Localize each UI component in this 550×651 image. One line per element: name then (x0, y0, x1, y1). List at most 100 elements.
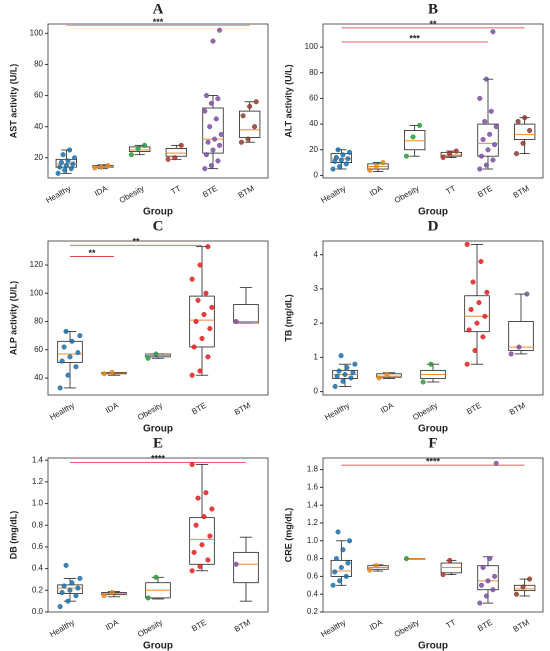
y-tick-label: 40 (34, 373, 43, 382)
data-point (191, 549, 197, 555)
data-point (483, 162, 489, 168)
data-point (195, 495, 201, 501)
data-point (472, 347, 478, 354)
panel-title: C (153, 218, 164, 234)
data-point (490, 157, 496, 163)
data-point (343, 161, 349, 167)
data-point (447, 557, 453, 563)
data-point (468, 306, 474, 312)
data-point (207, 124, 213, 130)
data-point (447, 151, 453, 157)
x-tick-label: IDA (368, 183, 385, 198)
data-point (75, 585, 81, 591)
data-point (205, 244, 211, 250)
data-point (208, 163, 214, 169)
data-point (345, 560, 351, 566)
data-point (57, 164, 63, 170)
data-point (58, 159, 64, 165)
data-point (334, 373, 340, 379)
data-point (62, 167, 68, 173)
data-point (428, 361, 434, 367)
data-point (440, 572, 446, 578)
data-point (515, 118, 521, 125)
data-point (199, 542, 205, 548)
data-point (482, 118, 488, 125)
data-point (101, 593, 107, 599)
data-point (332, 569, 338, 575)
data-point (524, 291, 530, 297)
y-axis-label: DB (mg/dL) (8, 511, 18, 560)
data-point (189, 568, 195, 574)
y-tick-label: 60 (34, 345, 43, 354)
data-point (210, 147, 216, 153)
data-point (165, 156, 171, 162)
x-tick-label: Healthy (48, 618, 76, 639)
data-point (178, 142, 184, 148)
data-point (490, 29, 496, 35)
data-point (333, 556, 339, 562)
data-point (337, 578, 343, 584)
box (514, 123, 536, 140)
y-tick-label: 100 (30, 28, 44, 37)
data-point (57, 604, 63, 610)
x-tick-label: Healthy (323, 401, 351, 422)
data-point (213, 116, 219, 122)
data-point (340, 152, 346, 158)
panel-title: F (428, 435, 437, 451)
data-point (210, 38, 216, 44)
y-tick-label: 40 (34, 122, 43, 131)
data-point (343, 573, 349, 579)
y-tick-label: 0.4 (307, 589, 319, 598)
x-tick-label: BTM (512, 184, 531, 200)
x-tick-label: BTE (190, 401, 208, 417)
data-point (342, 371, 348, 378)
panel-title: E (153, 435, 163, 451)
y-tick-label: 0.0 (32, 607, 44, 616)
data-point (197, 563, 203, 570)
y-axis-label: TB (mg/dL) (283, 294, 293, 342)
y-tick-label: 1.6 (307, 482, 319, 491)
data-point (153, 574, 159, 580)
data-point (68, 166, 74, 172)
data-point (410, 134, 416, 140)
data-point (59, 358, 65, 364)
x-tick-label: IDA (104, 617, 121, 632)
panel-title: D (428, 218, 439, 234)
data-point (205, 139, 211, 145)
y-tick-label: 0 (314, 387, 319, 396)
x-tick-label: TT (444, 184, 457, 197)
y-tick-label: 0.4 (32, 564, 44, 573)
data-point (345, 156, 351, 162)
plot-frame (47, 457, 269, 613)
data-point (69, 338, 75, 344)
data-point (73, 593, 79, 599)
y-tick-label: 60 (309, 94, 318, 103)
x-tick-label: Obesity (118, 184, 146, 205)
box (165, 148, 187, 157)
y-tick-label: 60 (34, 91, 43, 100)
data-point (189, 276, 195, 282)
data-point (247, 103, 253, 109)
y-tick-label: 0.6 (32, 542, 44, 551)
data-point (373, 563, 379, 569)
data-point (153, 351, 159, 357)
data-point (193, 522, 199, 528)
x-tick-label: Obesity (393, 618, 421, 639)
y-tick-label: 1.8 (307, 465, 319, 474)
plot-frame (47, 23, 269, 179)
y-tick-label: 20 (34, 153, 43, 162)
data-point (75, 350, 81, 356)
data-point (520, 140, 526, 146)
data-point (203, 93, 209, 99)
data-point (484, 289, 490, 295)
data-point (338, 564, 344, 571)
data-point (109, 589, 115, 596)
y-tick-label: 80 (34, 60, 43, 69)
x-tick-label: Healthy (319, 184, 347, 205)
data-point (238, 139, 245, 145)
data-point (145, 355, 151, 361)
data-point (189, 372, 195, 378)
y-tick-label: 1.2 (307, 518, 319, 527)
x-tick-label: IDA (104, 400, 121, 415)
data-point (338, 157, 344, 163)
